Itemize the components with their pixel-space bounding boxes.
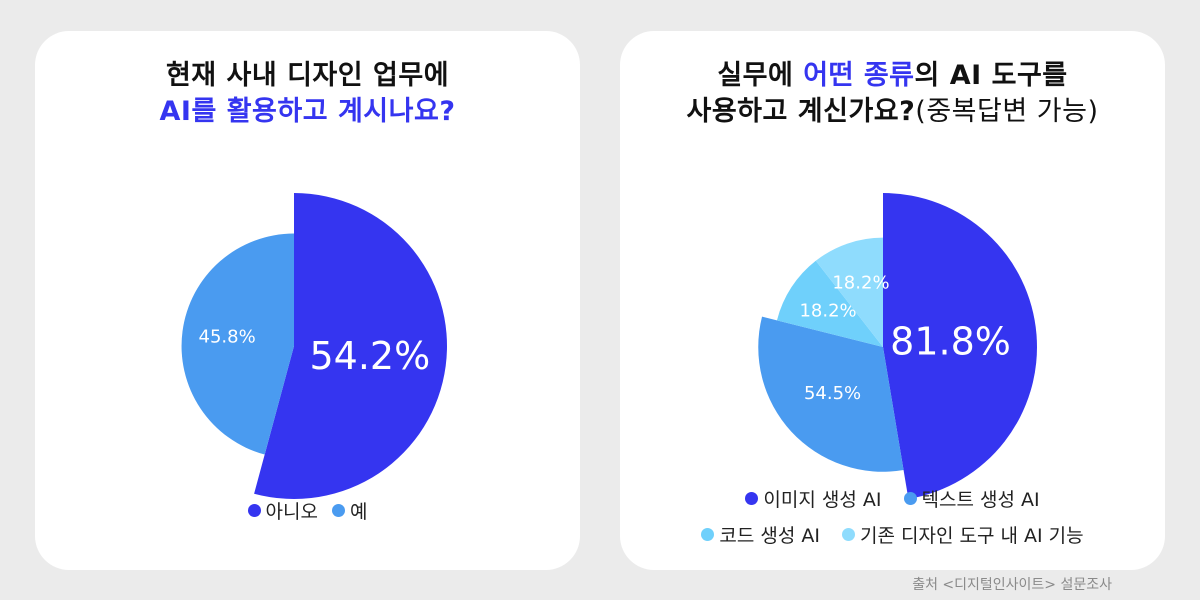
left-card: 현재 사내 디자인 업무에 AI를 활용하고 계시나요? 54.2% 45.8% … <box>35 31 580 570</box>
right-title-line2: 사용하고 계신가요?(중복답변 가능) <box>620 94 1165 130</box>
right-legend-row1: 이미지 생성 AI 텍스트 생성 AI <box>620 485 1165 512</box>
right-pie-slice-label-3: 18.2% <box>832 272 889 293</box>
right-title-highlight: 어떤 종류 <box>803 60 915 91</box>
legend-dot-image-ai <box>745 492 759 505</box>
left-title-line1: 현재 사내 디자인 업무에 <box>165 60 450 91</box>
right-pie-slice-label-1: 54.5% <box>804 383 861 404</box>
right-chart-title: 실무에 어떤 종류의 AI 도구를 사용하고 계신가요?(중복답변 가능) <box>620 58 1165 130</box>
legend-dot-yes <box>332 504 345 517</box>
legend-item-yes: 예 <box>332 497 367 524</box>
legend-label-yes: 예 <box>350 501 368 523</box>
right-pie-slice-3 <box>815 237 883 347</box>
right-pie-slice-0 <box>883 193 1037 499</box>
source-caption: 출처 <디지털인사이트> 설문조사 <box>912 577 1112 593</box>
legend-label-image-ai: 이미지 생성 AI <box>763 489 882 511</box>
right-title-line1-b: 의 AI 도구를 <box>914 60 1068 91</box>
left-pie-slice-label-1: 45.8% <box>199 327 256 348</box>
legend-label-code-ai: 코드 생성 AI <box>719 525 820 547</box>
right-pie-slice-label-0: 81.8% <box>890 319 1011 363</box>
legend-item-image-ai: 이미지 생성 AI <box>745 485 881 512</box>
legend-item-tool-ai: 기존 디자인 도구 내 AI 기능 <box>842 521 1084 548</box>
legend-dot-no <box>247 504 261 517</box>
legend-dot-code-ai <box>701 528 715 541</box>
left-pie-slice-1 <box>181 233 294 455</box>
left-pie-chart: 54.2% 45.8% <box>181 193 448 499</box>
right-title-line2-b: (중복답변 가능) <box>915 96 1099 127</box>
right-pie-slice-label-2: 18.2% <box>799 301 856 322</box>
right-title-line1: 실무에 어떤 종류의 AI 도구를 <box>620 58 1165 94</box>
right-title-line2-a: 사용하고 계신가요? <box>686 96 916 127</box>
left-legend: 아니오 예 <box>35 497 580 524</box>
legend-item-text-ai: 텍스트 생성 AI <box>903 485 1040 512</box>
right-pie-chart: 81.8% 54.5% 18.2% 18.2% <box>758 193 1037 499</box>
left-chart-title: 현재 사내 디자인 업무에 AI를 활용하고 계시나요? <box>35 58 580 130</box>
right-card: 실무에 어떤 종류의 AI 도구를 사용하고 계신가요?(중복답변 가능) 81… <box>620 31 1165 570</box>
legend-label-no: 아니오 <box>265 501 318 523</box>
left-pie-slice-0 <box>254 193 448 499</box>
legend-label-text-ai: 텍스트 생성 AI <box>921 489 1040 511</box>
legend-dot-text-ai <box>903 492 917 505</box>
legend-item-no: 아니오 <box>247 497 318 524</box>
right-title-line1-a: 실무에 <box>717 60 804 91</box>
right-pie-slice-1 <box>758 316 904 472</box>
legend-dot-tool-ai <box>842 528 856 541</box>
right-pie-slice-2 <box>776 260 883 347</box>
right-legend-row2: 코드 생성 AI 기존 디자인 도구 내 AI 기능 <box>620 521 1165 548</box>
left-pie-slice-label-0: 54.2% <box>309 334 430 378</box>
left-title-line2: AI를 활용하고 계시나요? <box>159 96 456 127</box>
legend-item-code-ai: 코드 생성 AI <box>701 521 820 548</box>
legend-label-tool-ai: 기존 디자인 도구 내 AI 기능 <box>860 525 1084 547</box>
